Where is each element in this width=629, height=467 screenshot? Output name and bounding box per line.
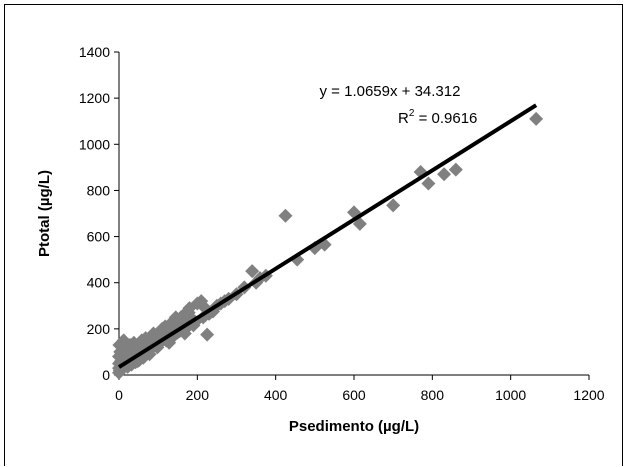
r-squared-label: R2 = 0.9616 <box>398 108 477 127</box>
data-point <box>448 162 463 177</box>
trendline <box>117 103 538 369</box>
data-point <box>437 167 452 182</box>
x-tick-label: 1200 <box>573 387 604 403</box>
scatter-chart: 0 200 400 600 800 1000 1200 1400 0 200 400 600 800 10… <box>36 44 605 435</box>
x-tick-label: 0 <box>115 387 123 403</box>
x-tick-label: 200 <box>186 387 210 403</box>
y-tick-label: 400 <box>87 275 111 291</box>
data-point <box>421 176 436 191</box>
trendline-equation: y = 1.0659x + 34.312 <box>320 83 461 100</box>
data-point <box>245 264 260 279</box>
y-tick-label: 0 <box>102 367 110 383</box>
y-tick-label: 1200 <box>79 90 110 106</box>
x-tick-label: 1000 <box>495 387 526 403</box>
y-tick-label: 800 <box>87 182 111 198</box>
data-point <box>114 362 129 377</box>
x-axis-title: Psedimento (µg/L) <box>289 418 419 435</box>
data-point <box>278 208 293 223</box>
y-axis-title: Ptotal (µg/L) <box>36 170 53 257</box>
y-tick-label: 1400 <box>79 44 110 60</box>
data-point <box>386 198 401 213</box>
x-tick-label: 800 <box>421 387 445 403</box>
y-tick-label: 600 <box>87 229 111 245</box>
y-tick-label: 200 <box>87 321 111 337</box>
x-tick-label: 600 <box>342 387 366 403</box>
chart-frame: 0 200 400 600 800 1000 1200 1400 0 200 400 600 800 10… <box>4 4 623 466</box>
data-point <box>529 111 544 126</box>
y-tick-label: 1000 <box>79 136 110 152</box>
data-point <box>200 327 215 342</box>
x-tick-label: 400 <box>264 387 288 403</box>
